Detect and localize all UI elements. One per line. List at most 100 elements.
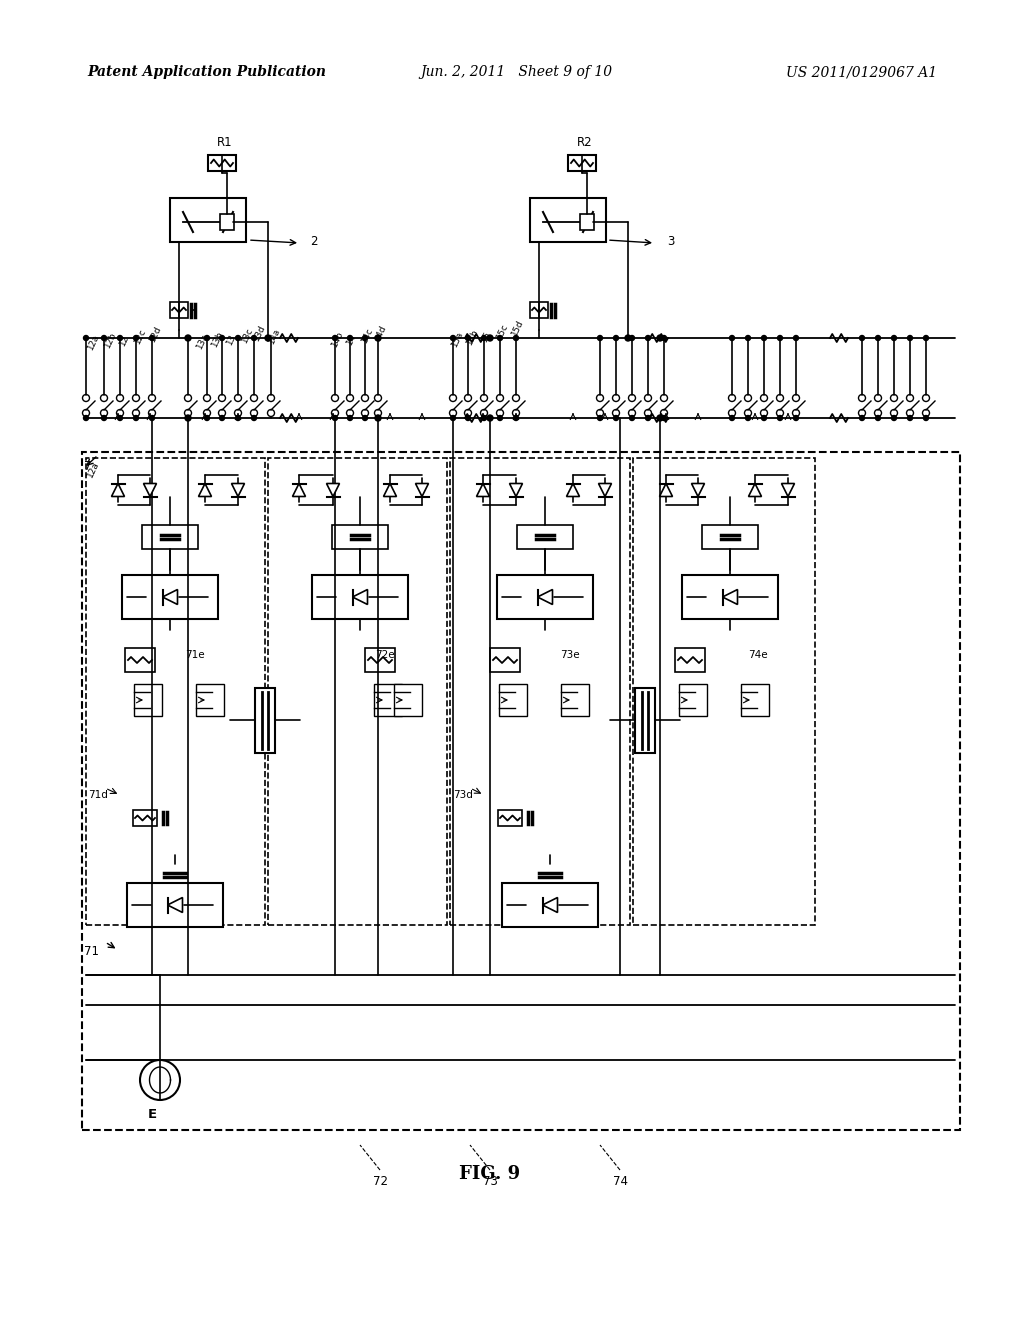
Circle shape	[794, 416, 799, 421]
Circle shape	[745, 416, 751, 421]
Bar	[122, 576, 218, 619]
Circle shape	[236, 416, 241, 421]
Polygon shape	[231, 483, 245, 496]
Circle shape	[466, 416, 470, 421]
Polygon shape	[199, 483, 212, 496]
Bar	[86, 458, 265, 925]
Text: 73: 73	[482, 1175, 498, 1188]
Text: 71e: 71e	[185, 649, 205, 660]
Circle shape	[876, 416, 881, 421]
Circle shape	[876, 335, 881, 341]
Bar	[580, 214, 594, 230]
Polygon shape	[476, 483, 489, 496]
Circle shape	[205, 335, 210, 341]
Circle shape	[362, 335, 368, 341]
Circle shape	[729, 416, 734, 421]
Circle shape	[630, 416, 635, 421]
Circle shape	[513, 416, 518, 421]
Bar	[517, 525, 573, 549]
Circle shape	[451, 335, 456, 341]
Circle shape	[924, 416, 929, 421]
Bar	[675, 648, 705, 672]
Polygon shape	[749, 483, 762, 496]
Circle shape	[745, 335, 751, 341]
Circle shape	[794, 335, 799, 341]
Bar	[490, 648, 520, 672]
Circle shape	[150, 416, 155, 421]
Bar	[196, 684, 224, 715]
Bar	[635, 688, 655, 752]
Polygon shape	[352, 590, 368, 605]
Circle shape	[118, 416, 123, 421]
Text: US 2011/0129067 A1: US 2011/0129067 A1	[785, 65, 937, 79]
Text: 74e: 74e	[748, 649, 768, 660]
Text: Jun. 2, 2011   Sheet 9 of 10: Jun. 2, 2011 Sheet 9 of 10	[420, 65, 612, 79]
Text: E: E	[147, 1107, 157, 1121]
Text: 14b: 14b	[330, 330, 345, 348]
Bar	[568, 154, 596, 172]
Circle shape	[265, 335, 271, 341]
Circle shape	[859, 416, 864, 421]
Text: 14d: 14d	[373, 325, 388, 343]
Circle shape	[236, 335, 241, 341]
Bar	[220, 214, 234, 230]
Circle shape	[777, 416, 782, 421]
Polygon shape	[781, 483, 795, 496]
Circle shape	[133, 416, 138, 421]
Text: 12a: 12a	[86, 459, 101, 479]
Text: 13c: 13c	[240, 327, 255, 345]
Text: 12a: 12a	[86, 334, 101, 352]
Circle shape	[185, 335, 191, 341]
Polygon shape	[416, 483, 428, 496]
Text: 14: 14	[345, 333, 357, 347]
Circle shape	[347, 335, 352, 341]
Text: 3: 3	[667, 235, 675, 248]
Circle shape	[662, 416, 667, 421]
Circle shape	[133, 335, 138, 341]
Text: FIG. 9: FIG. 9	[460, 1166, 520, 1183]
Circle shape	[219, 416, 224, 421]
Text: 71: 71	[84, 945, 99, 958]
Circle shape	[101, 416, 106, 421]
Circle shape	[657, 335, 663, 341]
Circle shape	[375, 414, 381, 421]
Circle shape	[630, 335, 635, 341]
Polygon shape	[543, 898, 557, 912]
Text: 74: 74	[612, 1175, 628, 1188]
Circle shape	[498, 335, 503, 341]
Polygon shape	[598, 483, 611, 496]
Text: Patent Application Publication: Patent Application Publication	[87, 65, 326, 79]
Circle shape	[645, 416, 650, 421]
Text: 73e: 73e	[560, 649, 580, 660]
Text: 7: 7	[84, 459, 91, 473]
Text: 15b: 15b	[465, 329, 480, 347]
Circle shape	[487, 414, 493, 421]
Circle shape	[498, 416, 503, 421]
Circle shape	[205, 416, 210, 421]
Bar	[125, 648, 155, 672]
Text: 14a: 14a	[267, 327, 282, 346]
Circle shape	[597, 416, 602, 421]
Bar	[374, 684, 402, 715]
Bar	[530, 198, 606, 242]
Circle shape	[924, 335, 929, 341]
Bar	[502, 883, 598, 927]
Text: 12c: 12c	[133, 327, 147, 346]
Bar	[268, 458, 447, 925]
Circle shape	[347, 416, 352, 421]
Polygon shape	[168, 898, 182, 912]
Circle shape	[84, 416, 88, 421]
Bar	[530, 302, 548, 318]
Circle shape	[376, 416, 381, 421]
Text: 15d: 15d	[510, 319, 525, 338]
Bar	[682, 576, 778, 619]
Circle shape	[597, 335, 602, 341]
Text: 13b: 13b	[210, 330, 225, 348]
Circle shape	[625, 335, 631, 341]
Bar	[499, 684, 527, 715]
Circle shape	[466, 335, 470, 341]
Circle shape	[84, 335, 88, 341]
Bar	[312, 576, 408, 619]
Text: 71d: 71d	[88, 789, 108, 800]
Circle shape	[118, 335, 123, 341]
